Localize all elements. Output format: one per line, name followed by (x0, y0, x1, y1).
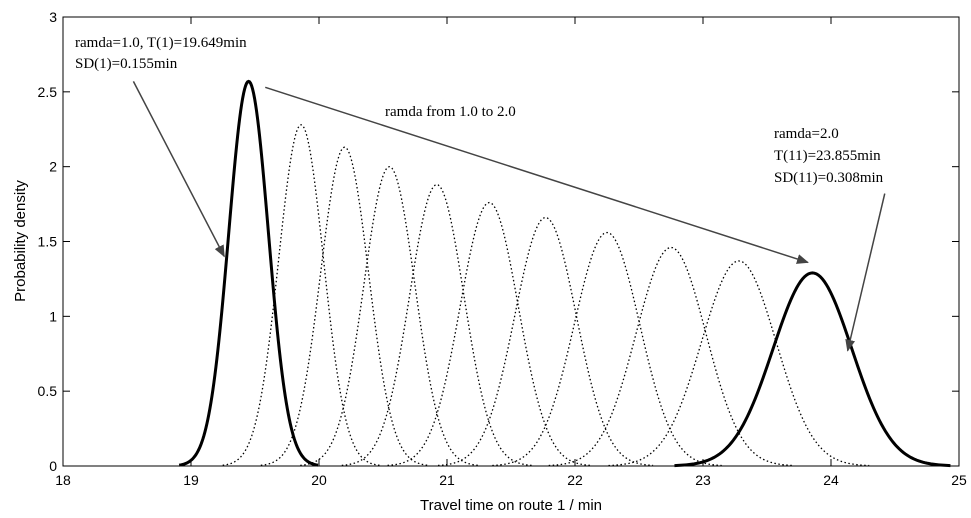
density-curve-2 (222, 124, 380, 466)
x-tick-label: 18 (55, 472, 71, 488)
annotation-text-2-line-1: ramda from 1.0 to 2.0 (385, 104, 516, 120)
y-tick-label: 2.5 (38, 84, 58, 100)
annotations: ramda=1.0, T(1)=19.649min SD(1)=0.155min r… (75, 35, 884, 186)
y-tick-label: 2 (49, 159, 57, 175)
annotation-arrows (132, 81, 886, 352)
density-curves (178, 79, 951, 468)
density-curve-4 (300, 165, 479, 466)
plot-frame (62, 16, 960, 467)
y-axis-title: Probability density (12, 180, 29, 302)
x-tick-label: 25 (951, 472, 967, 488)
density-curve-11 (674, 271, 951, 468)
annotation-arrow-3 (845, 193, 886, 352)
annotation-arrow-1 (132, 81, 225, 258)
density-curve-10 (608, 260, 870, 467)
y-tick-label: 1.5 (38, 234, 58, 250)
x-tick-label: 19 (183, 472, 199, 488)
y-tick-label: 3 (49, 9, 57, 25)
y-tick-label: 0.5 (38, 383, 58, 399)
x-tick-label: 21 (439, 472, 455, 488)
annotation-text-1-line-1: ramda=1.0, T(1)=19.649min (75, 35, 247, 51)
density-curve-3 (260, 146, 429, 466)
density-curve-1 (178, 79, 319, 467)
x-tick-label: 22 (567, 472, 583, 488)
density-curve-6 (387, 201, 591, 467)
axis-ticks: 18 19 20 21 22 23 24 25 0 0.5 1 1.5 2 2.5 3 (38, 9, 967, 488)
annotation-text-1-line-2: SD(1)=0.155min (75, 56, 178, 72)
annotation-text-3-line-1: ramda=2.0 (774, 126, 839, 142)
x-tick-label: 23 (695, 472, 711, 488)
density-curve-8 (492, 231, 722, 467)
y-tick-label: 0 (49, 458, 57, 474)
annotation-text-3-line-3: SD(11)=0.308min (774, 170, 884, 186)
density-curve-7 (437, 216, 654, 467)
x-tick-label: 24 (823, 472, 839, 488)
density-curve-5 (341, 183, 532, 467)
x-axis-title: Travel time on route 1 / min (420, 497, 602, 514)
annotation-arrow-2 (265, 86, 809, 264)
x-tick-label: 20 (311, 472, 327, 488)
density-curve-9 (548, 246, 794, 467)
y-tick-label: 1 (49, 308, 57, 324)
annotation-text-3-line-2: T(11)=23.855min (774, 148, 881, 164)
